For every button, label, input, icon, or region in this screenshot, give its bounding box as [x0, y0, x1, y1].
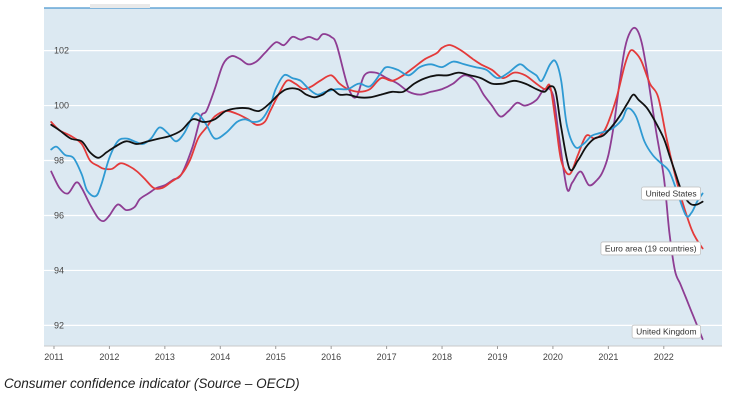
series-end-labels: United Kingdom Euro area (19 countries) Un… [600, 186, 701, 339]
y-tick-label: 92 [54, 320, 64, 330]
y-tick-label: 100 [54, 101, 69, 111]
x-tick-label: 2015 [266, 352, 286, 362]
end-label-0: United Kingdom [631, 324, 701, 339]
x-tick-label: 2018 [432, 352, 452, 362]
plot-background [44, 8, 722, 346]
series-line-1 [50, 44, 704, 250]
x-tick-label: 2013 [155, 352, 175, 362]
x-tick-label: 2017 [377, 352, 397, 362]
end-label-text: United States [646, 188, 697, 198]
x-tick-label: 2014 [210, 352, 230, 362]
gridlines [44, 49, 722, 326]
end-label-box [641, 186, 701, 201]
end-label-box [600, 241, 701, 256]
x-tick-label: 2020 [543, 352, 563, 362]
plot-top-tab [90, 4, 150, 8]
end-label-box [631, 324, 701, 339]
x-axis-ticks: 2011 2012 2013 2014 2015 2016 2017 2018 2019 2020… [44, 346, 674, 362]
end-label-2: United States [641, 186, 701, 201]
series-lines [50, 26, 704, 340]
x-tick-label: 2021 [598, 352, 618, 362]
x-tick-label: 2011 [44, 352, 63, 362]
y-tick-label: 94 [54, 265, 64, 275]
end-label-text: Euro area (19 countries) [605, 243, 697, 253]
y-tick-label: 98 [54, 156, 64, 166]
y-tick-label: 102 [54, 46, 69, 56]
x-tick-label: 2019 [487, 352, 507, 362]
figure-caption: Consumer confidence indicator (Source – … [4, 376, 300, 391]
end-label-text: United Kingdom [636, 327, 696, 337]
series-line-3 [50, 71, 704, 206]
series-line-0 [50, 26, 704, 340]
x-tick-label: 2012 [99, 352, 119, 362]
y-tick-label: 96 [54, 210, 64, 220]
end-label-1: Euro area (19 countries) [600, 241, 701, 256]
y-axis-ticks: 92 94 96 98 100 102 [54, 46, 69, 331]
x-tick-label: 2016 [321, 352, 341, 362]
x-tick-label: 2022 [654, 352, 674, 362]
